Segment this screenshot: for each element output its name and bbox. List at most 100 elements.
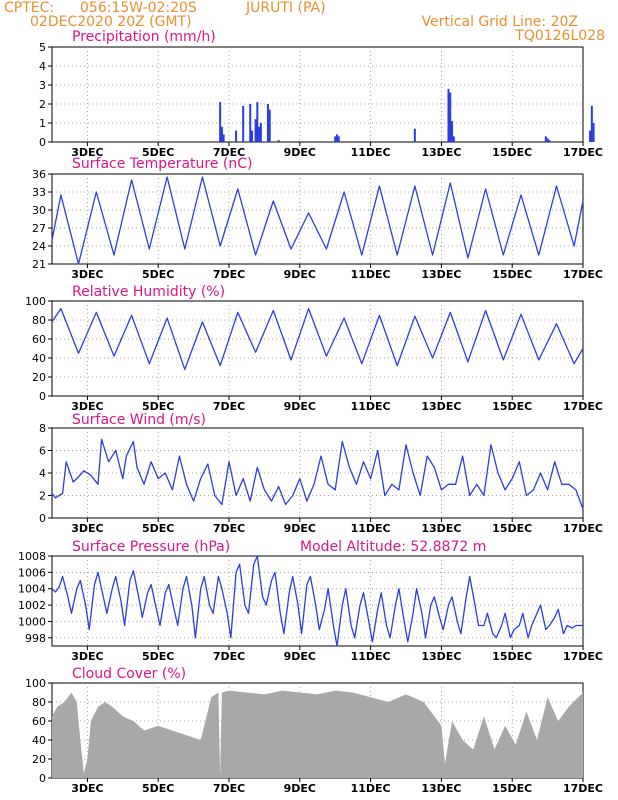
precip-bar [548,140,551,142]
precip-bar [219,102,222,142]
precip-bar [590,105,593,142]
header-run: 02DEC2020 20Z (GMT) [30,14,192,30]
y-tick-label: 24 [32,240,46,253]
panels: 0 1 2 3 4 5 3DEC 5DEC 7DEC 9DEC 11DEC 13DEC 15DEC 17D… [18,41,603,795]
plot-frame [51,46,584,143]
header-grid-note: Vertical Grid Line: 20Z [422,14,578,30]
panel-wind: 0 2 4 6 8 3DEC 5DEC 7DEC 9DEC 11DEC 13DEC 15DEC 17DE… [39,422,603,535]
plot-frame [51,555,584,647]
precip-bar [251,130,254,142]
cloud-area [52,690,583,778]
y-tick-label: 2 [39,98,46,111]
rh-title: Relative Humidity (%) [72,284,225,300]
y-tick-label: 40 [32,352,46,365]
x-tick-label: 17DEC [563,146,603,159]
header-coords: 056:15W-02:20S [80,0,197,16]
y-tick-label: 20 [32,753,46,766]
x-tick-label: 17DEC [563,650,603,663]
x-tick-label: 5DEC [142,400,174,413]
precip-bar [242,105,245,142]
x-tick-label: 17DEC [563,782,603,795]
x-tick-label: 9DEC [284,650,316,663]
precip-bar [589,130,592,142]
x-tick-label: 11DEC [351,268,391,281]
y-tick-label: 80 [32,314,46,327]
precip-bar [447,88,450,142]
y-tick-label: 36 [32,168,46,181]
x-tick-label: 15DEC [492,400,532,413]
precip-bar [259,123,262,142]
x-tick-label: 9DEC [284,782,316,795]
precip-bar [334,136,337,142]
precip-bar [222,134,225,142]
precip-bar [544,136,547,142]
x-tick-label: 7DEC [213,522,245,535]
x-tick-label: 11DEC [351,400,391,413]
x-tick-label: 15DEC [492,146,532,159]
x-tick-label: 13DEC [421,522,461,535]
precip-bar [413,128,416,142]
precip-bar [220,126,223,142]
y-tick-label: 27 [32,222,46,235]
y-tick-label: 3 [39,79,46,92]
precip-bar [256,102,259,142]
panel-rh: 0 20 40 60 80 100 3DEC 5DEC 7DEC 9DEC 11DEC 13DEC 15… [25,295,603,413]
x-tick-label: 3DEC [71,650,103,663]
x-tick-label: 9DEC [284,146,316,159]
precip-bar [258,126,261,142]
precip-bar [249,104,252,142]
y-tick-label: 100 [25,295,46,308]
panel-cloud: 0 20 40 60 80 100 3DEC 5DEC 7DEC 9DEC 11DEC 13DEC 15… [25,677,603,795]
precip-bar [268,109,271,142]
y-tick-label: 0 [39,772,46,785]
y-tick-label: 4 [39,467,46,480]
x-tick-label: 13DEC [421,650,461,663]
precip-bar [337,136,340,142]
x-tick-label: 5DEC [142,650,174,663]
precip-bar [449,92,452,142]
y-tick-label: 1008 [18,550,46,563]
precip-bar [235,130,238,142]
precip-bar [335,134,338,142]
rh-line [51,307,584,371]
y-tick-label: 60 [32,715,46,728]
x-tick-label: 15DEC [492,782,532,795]
precip-title: Precipitation (mm/h) [72,29,216,45]
x-tick-label: 3DEC [71,522,103,535]
x-tick-label: 11DEC [351,650,391,663]
temp-title: Surface Temperature (nC) [72,156,253,172]
x-tick-label: 13DEC [421,400,461,413]
wind-title: Surface Wind (m/s) [72,412,206,428]
x-tick-label: 3DEC [71,782,103,795]
pressure-line [51,555,583,647]
y-tick-label: 0 [39,136,46,149]
y-tick-label: 1002 [18,599,46,612]
model-altitude-note: Model Altitude: 52.8872 m [300,539,486,555]
pressure-title: Surface Pressure (hPa) [72,539,230,555]
x-tick-label: 17DEC [563,522,603,535]
precip-bar [266,104,269,142]
x-tick-label: 3DEC [71,146,103,159]
y-tick-label: 20 [32,371,46,384]
x-tick-label: 11DEC [351,522,391,535]
panel-pressure: 998 1000 1002 1004 1006 1008 3DEC 5DEC 7DEC 9DEC 1… [18,550,603,663]
x-tick-label: 7DEC [213,400,245,413]
x-tick-label: 11DEC [351,146,391,159]
precip-bar [452,136,455,142]
precip-bar [277,140,280,142]
y-tick-label: 0 [39,512,46,525]
y-tick-label: 1000 [18,615,46,628]
x-tick-label: 9DEC [284,400,316,413]
x-tick-label: 7DEC [213,782,245,795]
x-tick-label: 3DEC [71,268,103,281]
precip-bar [254,119,257,142]
y-tick-label: 60 [32,333,46,346]
x-tick-label: 5DEC [142,522,174,535]
precip-bar [451,121,454,142]
x-tick-label: 9DEC [284,268,316,281]
x-tick-label: 13DEC [421,146,461,159]
y-tick-label: 0 [39,390,46,403]
plot-frame [51,427,584,519]
header-source: CPTEC: [4,0,54,16]
